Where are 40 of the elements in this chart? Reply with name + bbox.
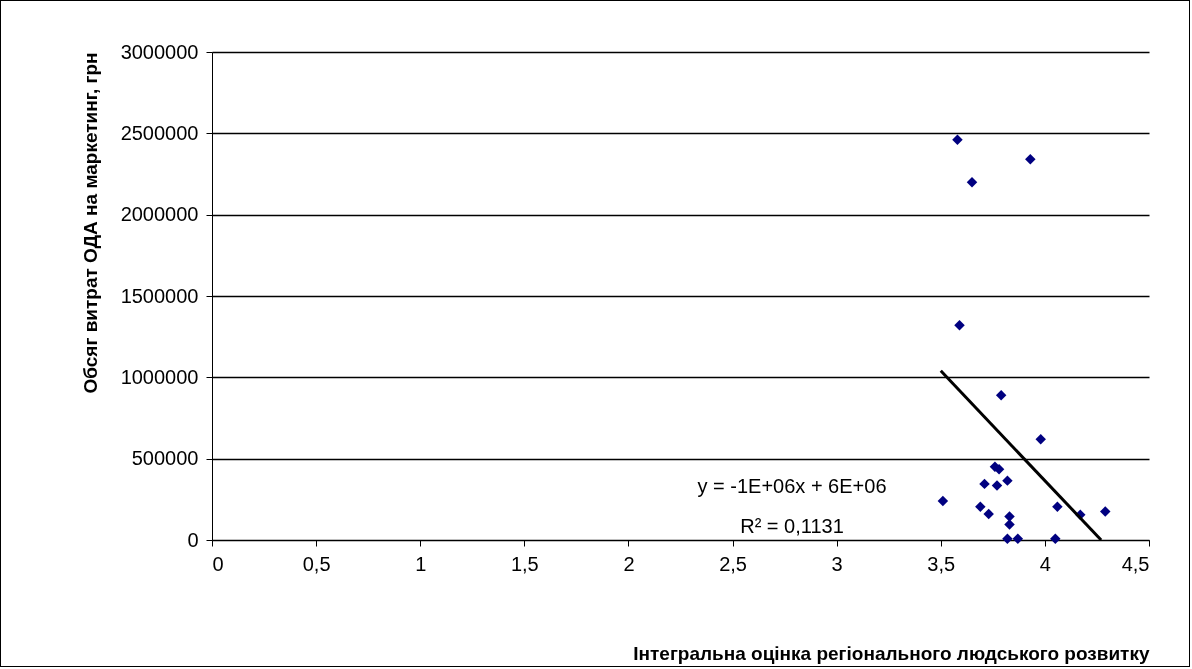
x-tick-label: 3	[831, 552, 843, 575]
point	[952, 134, 963, 146]
x-tick-label: 2	[623, 552, 635, 575]
point	[991, 480, 1003, 491]
annotation: y = -1E+06x + 6E+06	[697, 475, 887, 497]
x-tick-label: 1,5	[510, 552, 539, 575]
point	[1002, 475, 1013, 486]
x-tick-label: 0	[212, 552, 224, 575]
point	[1004, 511, 1015, 522]
point	[1012, 533, 1024, 544]
point	[1004, 519, 1015, 530]
annotation: R² = 0,1131	[740, 515, 844, 537]
point	[1100, 506, 1111, 517]
point	[954, 320, 965, 331]
point	[1002, 533, 1013, 544]
y-axis-title: Обсяг витрат ОДА на маркетинг, грн	[79, 52, 101, 394]
y-tick-label: 1000000	[120, 365, 199, 388]
point	[979, 478, 990, 490]
y-tick-label: 2000000	[120, 203, 199, 226]
y-tick-label: 1500000	[120, 284, 199, 307]
y-tick-label: 2500000	[120, 121, 199, 144]
x-tick-label: 4,5	[1121, 552, 1150, 575]
point	[937, 495, 949, 507]
point	[975, 501, 986, 512]
point	[1052, 501, 1063, 512]
x-axis-title: Інтегральна оцінка регіонального людського розвитку	[633, 642, 1150, 664]
x-tick-label: 3,5	[927, 552, 956, 575]
point	[995, 389, 1007, 401]
point	[1025, 154, 1036, 165]
x-tick-label: 4	[1039, 552, 1051, 575]
x-tick-label: 2,5	[719, 552, 747, 575]
y-tick-label: 3000000	[120, 40, 199, 63]
y-tick-label: 500000	[131, 447, 199, 470]
point	[983, 508, 994, 520]
point	[1050, 533, 1061, 544]
point	[1035, 433, 1046, 445]
x-tick-label: 1	[415, 552, 427, 575]
y-tick-label: 0	[187, 528, 199, 551]
x-tick-label: 0,5	[302, 552, 331, 575]
point	[966, 176, 978, 188]
